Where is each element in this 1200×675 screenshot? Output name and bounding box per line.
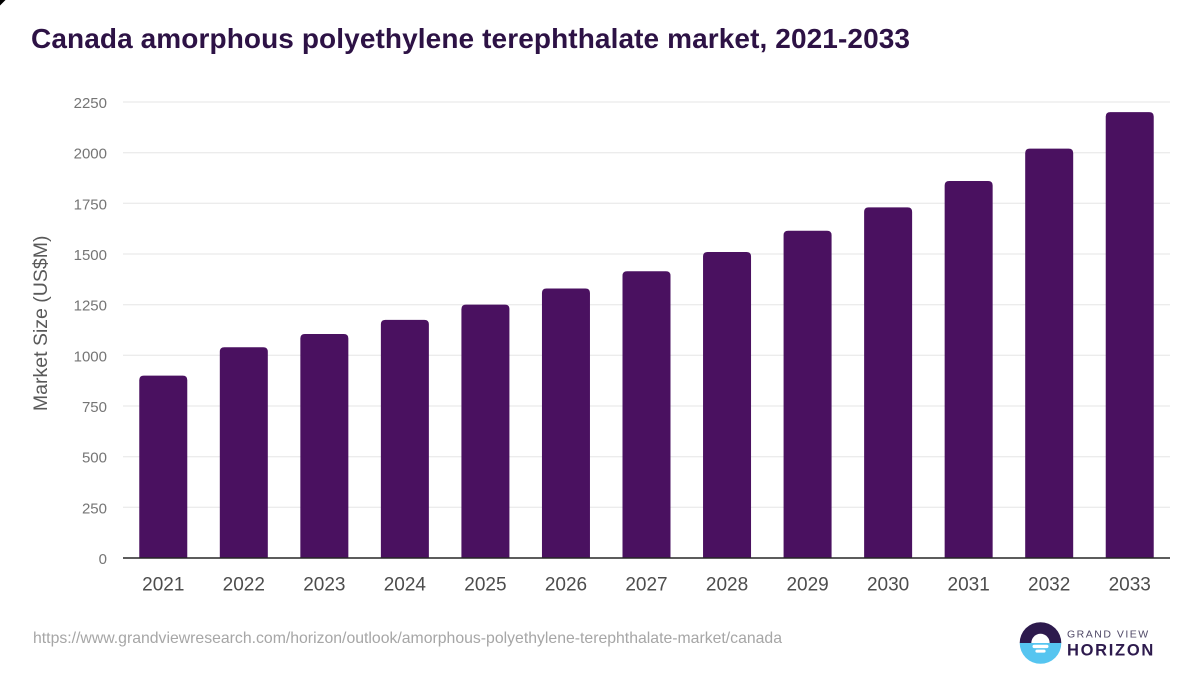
svg-text:1000: 1000 (74, 348, 107, 365)
svg-text:2028: 2028 (706, 575, 748, 596)
svg-text:2029: 2029 (786, 575, 828, 596)
svg-text:1500: 1500 (74, 247, 107, 264)
svg-text:2021: 2021 (142, 575, 184, 596)
svg-text:2000: 2000 (74, 146, 107, 163)
svg-text:2031: 2031 (948, 575, 990, 596)
svg-text:2025: 2025 (464, 575, 506, 596)
svg-text:250: 250 (82, 500, 107, 517)
svg-text:2027: 2027 (625, 575, 667, 596)
svg-text:2024: 2024 (384, 575, 427, 596)
svg-text:1250: 1250 (74, 298, 107, 315)
svg-text:2026: 2026 (545, 575, 587, 596)
svg-text:0: 0 (99, 551, 107, 568)
svg-text:2022: 2022 (223, 575, 265, 596)
svg-text:2030: 2030 (867, 575, 909, 596)
svg-text:2250: 2250 (74, 95, 107, 112)
svg-text:1750: 1750 (74, 196, 107, 213)
svg-text:500: 500 (82, 450, 107, 467)
svg-text:GRAND VIEW: GRAND VIEW (1067, 629, 1150, 641)
svg-text:HORIZON: HORIZON (1067, 642, 1155, 660)
svg-text:Market Size (US$M): Market Size (US$M) (30, 236, 52, 412)
svg-text:2033: 2033 (1109, 575, 1151, 596)
svg-text:750: 750 (82, 399, 107, 416)
svg-text:2032: 2032 (1028, 575, 1070, 596)
svg-text:2023: 2023 (303, 575, 345, 596)
